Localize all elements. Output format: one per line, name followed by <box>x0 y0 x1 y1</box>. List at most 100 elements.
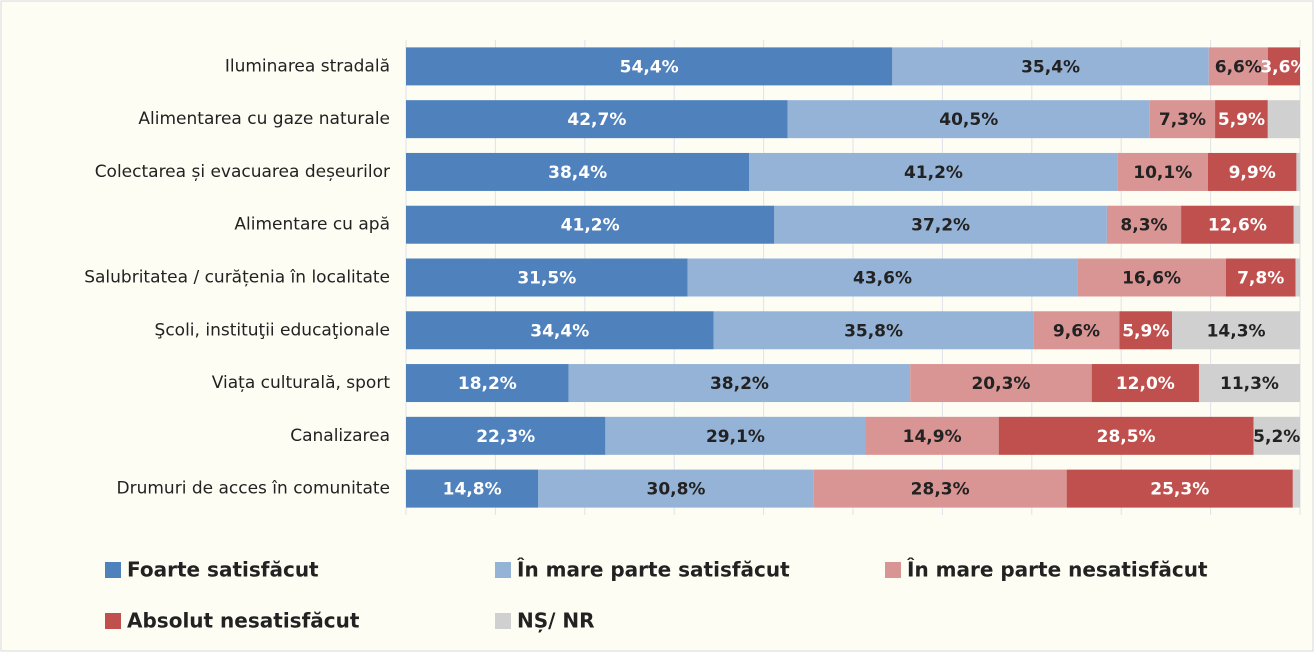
bar-segment <box>787 100 1150 139</box>
data-label: 41,2% <box>904 163 963 183</box>
bar-segment <box>910 364 1092 403</box>
bar-segment <box>813 469 1067 508</box>
legend-swatch <box>495 562 511 578</box>
data-label: 38,2% <box>710 374 769 394</box>
bar-segment <box>1091 364 1199 403</box>
legend-swatch <box>495 613 511 629</box>
bar-segment <box>1225 258 1296 297</box>
bar-segment <box>687 258 1078 297</box>
data-label: 5,9% <box>1218 110 1265 130</box>
data-label: 5,9% <box>1122 321 1169 341</box>
data-label: 29,1% <box>706 427 765 447</box>
bar-segment <box>1267 47 1300 86</box>
data-label: 9,6% <box>1053 321 1100 341</box>
bar-segment <box>1215 100 1268 139</box>
legend-label: NȘ/ NR <box>517 609 595 633</box>
category-label: Iluminarea stradală <box>225 56 390 76</box>
bar-segment <box>406 205 775 244</box>
bar-segment <box>749 152 1118 191</box>
legend-swatch <box>885 562 901 578</box>
category-label: Drumuri de acces în comunitate <box>117 479 390 499</box>
data-label: 14,8% <box>443 480 502 500</box>
data-label: 14,9% <box>903 427 962 447</box>
category-label: Canalizarea <box>290 426 390 446</box>
legend-swatch <box>105 562 121 578</box>
data-label: 22,3% <box>476 427 535 447</box>
bar-segment <box>605 416 866 455</box>
bar-segment <box>568 364 911 403</box>
data-label: 5,2% <box>1253 427 1300 447</box>
data-label: 35,4% <box>1021 57 1080 77</box>
bar-segment <box>1119 311 1173 350</box>
legend-label: Foarte satisfăcut <box>127 558 319 582</box>
data-label: 12,0% <box>1116 374 1175 394</box>
bar-segment <box>1117 152 1208 191</box>
legend-label: Absolut nesatisfăcut <box>127 609 360 633</box>
bar-segment <box>1181 205 1294 244</box>
bar-segment <box>1172 311 1300 350</box>
bar-segment <box>1033 311 1120 350</box>
bar-segment <box>1106 205 1182 244</box>
bar-segment <box>1207 152 1297 191</box>
data-label: 37,2% <box>911 216 970 236</box>
bar-segment <box>1253 416 1300 455</box>
data-label: 34,4% <box>530 321 589 341</box>
bar-segment <box>1208 47 1268 86</box>
bar-segment <box>774 205 1107 244</box>
bar-segment <box>1066 469 1293 508</box>
bar-segment <box>1077 258 1226 297</box>
data-label: 35,8% <box>844 321 903 341</box>
category-label: Şcoli, instituţii educaţionale <box>155 320 390 340</box>
data-label: 3,6% <box>1260 57 1307 77</box>
bar-segment <box>406 364 569 403</box>
legend-label: În mare parte satisfăcut <box>517 558 790 582</box>
bar-segment <box>538 469 814 508</box>
category-label: Colectarea și evacuarea deșeurilor <box>95 162 390 182</box>
data-label: 7,8% <box>1237 269 1284 289</box>
data-label: 43,6% <box>853 269 912 289</box>
bar-segment <box>892 47 1209 86</box>
bar-segment <box>406 100 788 139</box>
data-label: 25,3% <box>1150 480 1209 500</box>
bar-segment <box>406 311 714 350</box>
bar-segment <box>406 469 539 508</box>
data-label: 16,6% <box>1122 269 1181 289</box>
legend-swatch <box>105 613 121 629</box>
data-label: 54,4% <box>620 57 679 77</box>
data-label: 31,5% <box>517 269 576 289</box>
data-label: 11,3% <box>1220 374 1279 394</box>
data-label: 6,6% <box>1215 57 1262 77</box>
category-label: Viața culturală, sport <box>212 373 391 393</box>
bar-segment <box>1293 205 1300 244</box>
data-label: 14,3% <box>1207 321 1266 341</box>
bar-segment <box>1295 258 1300 297</box>
bar-segment <box>406 416 606 455</box>
category-label: Alimentare cu apă <box>234 215 390 235</box>
bar-segment <box>406 152 750 191</box>
data-label: 42,7% <box>567 110 626 130</box>
data-label: 41,2% <box>561 216 620 236</box>
data-label: 9,9% <box>1229 163 1276 183</box>
bar-segment <box>998 416 1254 455</box>
bar-segment <box>1198 364 1300 403</box>
bar-segment <box>865 416 999 455</box>
bar-segment <box>1292 469 1300 508</box>
data-label: 28,3% <box>911 480 970 500</box>
data-label: 38,4% <box>548 163 607 183</box>
bar-segment <box>713 311 1034 350</box>
data-label: 20,3% <box>971 374 1030 394</box>
category-label: Salubritatea / curățenia în localitate <box>84 268 390 288</box>
data-label: 30,8% <box>646 480 705 500</box>
data-label: 28,5% <box>1097 427 1156 447</box>
data-label: 8,3% <box>1120 216 1167 236</box>
bar-segment <box>406 47 893 86</box>
bar-segment <box>1296 152 1300 191</box>
data-label: 12,6% <box>1208 216 1267 236</box>
data-label: 7,3% <box>1159 110 1206 130</box>
bar-segment <box>1149 100 1216 139</box>
bar-segment <box>406 258 688 297</box>
data-label: 10,1% <box>1133 163 1192 183</box>
category-label: Alimentarea cu gaze naturale <box>138 109 390 129</box>
